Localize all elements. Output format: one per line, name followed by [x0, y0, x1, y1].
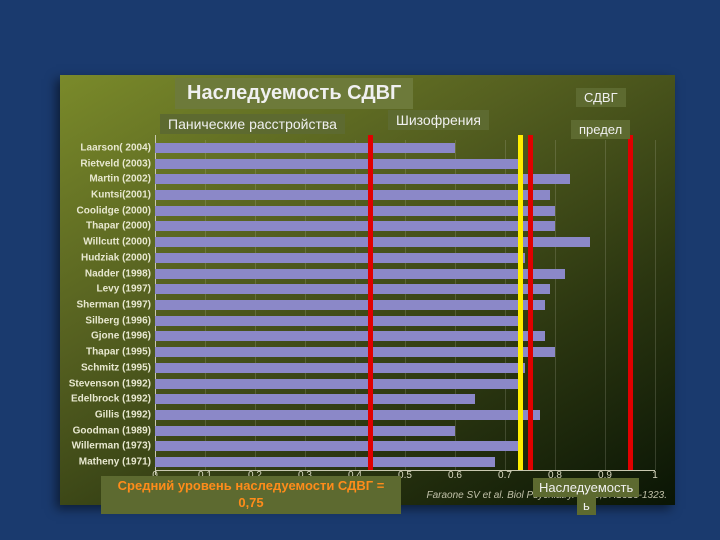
- y-tick-label: Willcutt (2000): [83, 237, 151, 248]
- y-tick-label: Nadder (1998): [85, 268, 151, 279]
- y-axis-labels: Laarson( 2004) Rietveld (2003) Martin (200…: [60, 140, 153, 470]
- bar: [155, 221, 555, 231]
- reference-line: [518, 135, 523, 470]
- y-tick-label: Levy (1997): [97, 284, 151, 295]
- gridline: [605, 140, 606, 470]
- y-tick-label: Matheny (1971): [79, 457, 151, 468]
- y-tick-label: Goodman (1989): [73, 425, 151, 436]
- caption: Средний уровень наследуемости СДВГ = 0,7…: [101, 476, 401, 514]
- bar: [155, 316, 520, 326]
- bar: [155, 363, 525, 373]
- x-tick-label: 1: [652, 470, 658, 481]
- y-tick-label: Laarson( 2004): [80, 142, 151, 153]
- gridline: [655, 140, 656, 470]
- label-schizo: Шизофрения: [388, 110, 489, 130]
- y-tick-label: Edelbrock (1992): [71, 394, 151, 405]
- bar: [155, 237, 590, 247]
- reference-line: [528, 135, 533, 470]
- gridline: [555, 140, 556, 470]
- bar: [155, 190, 550, 200]
- y-tick-label: Willerman (1973): [72, 441, 151, 452]
- plot-area: [155, 140, 655, 470]
- label-limit: предел: [571, 120, 630, 139]
- bar: [155, 143, 455, 153]
- bar: [155, 331, 545, 341]
- bar: [155, 426, 455, 436]
- y-tick-label: Sherman (1997): [77, 300, 151, 311]
- bar: [155, 379, 520, 389]
- reference-line: [628, 135, 633, 470]
- bar: [155, 206, 555, 216]
- bar: [155, 394, 475, 404]
- bar: [155, 300, 545, 310]
- y-tick-label: Rietveld (2003): [80, 158, 151, 169]
- bar: [155, 347, 555, 357]
- reference-line: [368, 135, 373, 470]
- y-tick-label: Gillis (1992): [95, 410, 151, 421]
- y-tick-label: Hudziak (2000): [81, 252, 151, 263]
- axis-title-trail: ь: [577, 496, 596, 515]
- bar: [155, 253, 525, 263]
- y-tick-label: Schmitz (1995): [81, 362, 151, 373]
- chart-panel: Laarson( 2004) Rietveld (2003) Martin (200…: [60, 75, 675, 505]
- y-tick-label: Kuntsi(2001): [91, 190, 151, 201]
- label-panic: Панические расстройства: [160, 114, 345, 134]
- y-tick-label: Martin (2002): [89, 174, 151, 185]
- x-tick-label: 0.6: [448, 470, 462, 481]
- bar: [155, 441, 520, 451]
- x-tick-label: 0.7: [498, 470, 512, 481]
- bar: [155, 284, 550, 294]
- bar: [155, 410, 540, 420]
- chart-title: Наследуемость СДВГ: [175, 78, 413, 109]
- bar: [155, 159, 520, 169]
- y-tick-label: Gjone (1996): [91, 331, 151, 342]
- y-tick-label: Coolidge (2000): [77, 205, 151, 216]
- y-tick-label: Silberg (1996): [85, 315, 151, 326]
- bar: [155, 174, 570, 184]
- y-tick-label: Thapar (1995): [86, 347, 151, 358]
- label-adhd: СДВГ: [576, 88, 626, 107]
- axis-title: Наследуемость: [533, 478, 639, 497]
- bar: [155, 457, 495, 467]
- y-tick-label: Stevenson (1992): [69, 378, 151, 389]
- bar: [155, 269, 565, 279]
- y-tick-label: Thapar (2000): [86, 221, 151, 232]
